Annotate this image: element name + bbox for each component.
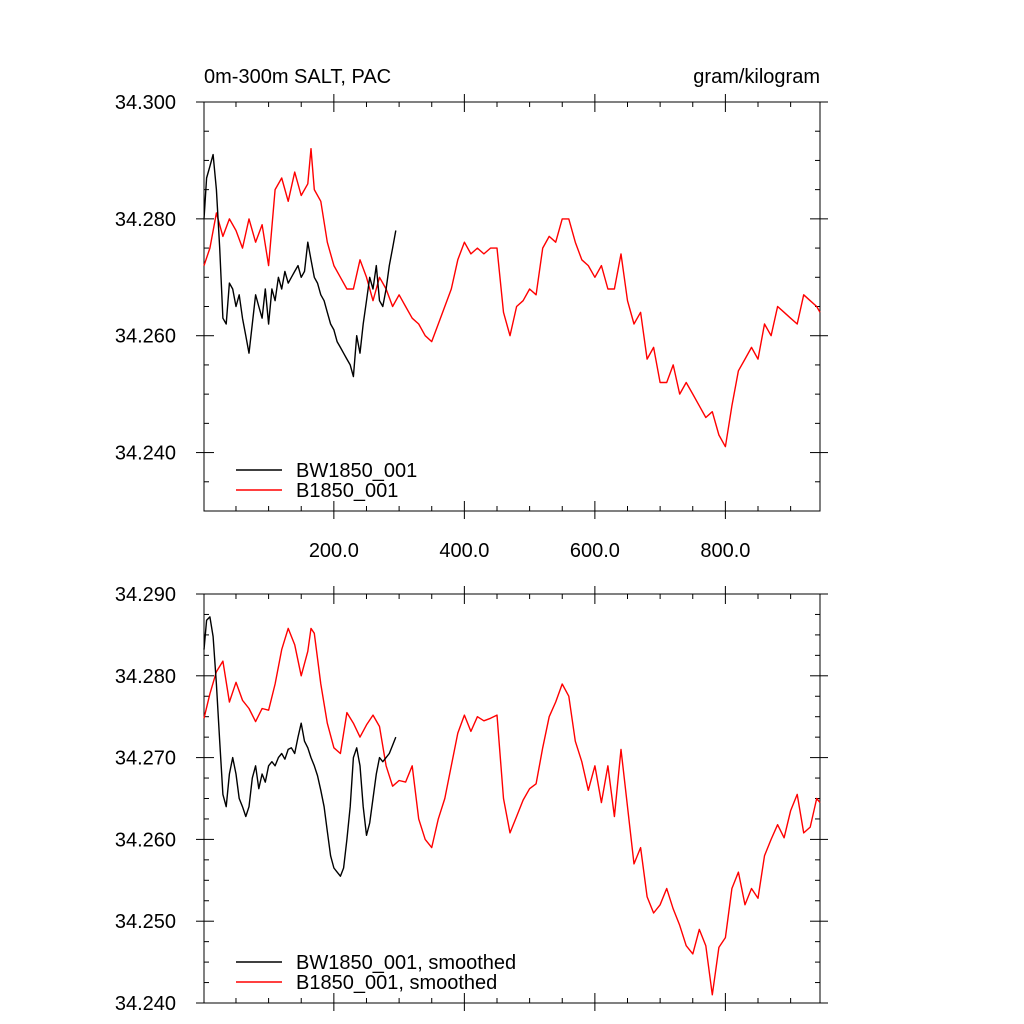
top-panel-legend: BW1850_001 B1850_001 bbox=[236, 460, 417, 502]
bottom-panel: 34.240 34.250 34.260 34.270 34.280 34.290 BW1… bbox=[115, 584, 828, 1015]
y-tick-label: 34.290 bbox=[115, 584, 176, 606]
series-line-b1850 bbox=[203, 148, 821, 448]
x-tick-label: 600.0 bbox=[570, 540, 620, 562]
bottom-panel-tick-labels: 34.240 34.250 34.260 34.270 34.280 34.290 bbox=[115, 584, 176, 1015]
x-tick-label: 800.0 bbox=[700, 540, 750, 562]
bottom-panel-legend: BW1850_001, smoothed B1850_001, smoothed bbox=[236, 952, 516, 994]
legend-label-b1850: B1850_001 bbox=[296, 480, 398, 502]
y-tick-label: 34.300 bbox=[115, 92, 176, 114]
top-panel-title: 0m-300m SALT, PAC bbox=[204, 66, 391, 88]
top-panel: 0m-300m SALT, PAC gram/kilogram 200.0 400… bbox=[115, 66, 828, 562]
y-tick-label: 34.260 bbox=[115, 326, 176, 348]
legend-label-bw1850: BW1850_001 bbox=[296, 460, 417, 482]
legend-label-b1850-smoothed: B1850_001, smoothed bbox=[296, 972, 497, 994]
legend-label-bw1850-smoothed: BW1850_001, smoothed bbox=[296, 952, 516, 974]
top-panel-ticks bbox=[196, 94, 828, 519]
series-line-bw1850 bbox=[203, 153, 397, 378]
y-tick-label: 34.260 bbox=[115, 829, 176, 851]
top-panel-tick-labels: 200.0 400.0 600.0 800.0 34.240 34.260 34.280 34… bbox=[115, 92, 751, 562]
y-tick-label: 34.240 bbox=[115, 443, 176, 465]
top-panel-units: gram/kilogram bbox=[693, 66, 820, 88]
bottom-panel-series bbox=[203, 616, 821, 996]
top-panel-series bbox=[203, 148, 821, 448]
top-plot-frame bbox=[203, 101, 821, 512]
y-tick-label: 34.280 bbox=[115, 666, 176, 688]
y-tick-label: 34.270 bbox=[115, 748, 176, 770]
bottom-panel-ticks bbox=[196, 586, 828, 1011]
y-tick-label: 34.280 bbox=[115, 209, 176, 231]
y-tick-label: 34.240 bbox=[115, 993, 176, 1015]
x-tick-label: 400.0 bbox=[439, 540, 489, 562]
series-line-b1850 bbox=[203, 627, 821, 996]
x-tick-label: 200.0 bbox=[309, 540, 359, 562]
y-tick-label: 34.250 bbox=[115, 911, 176, 933]
series-line-bw1850 bbox=[203, 616, 397, 877]
